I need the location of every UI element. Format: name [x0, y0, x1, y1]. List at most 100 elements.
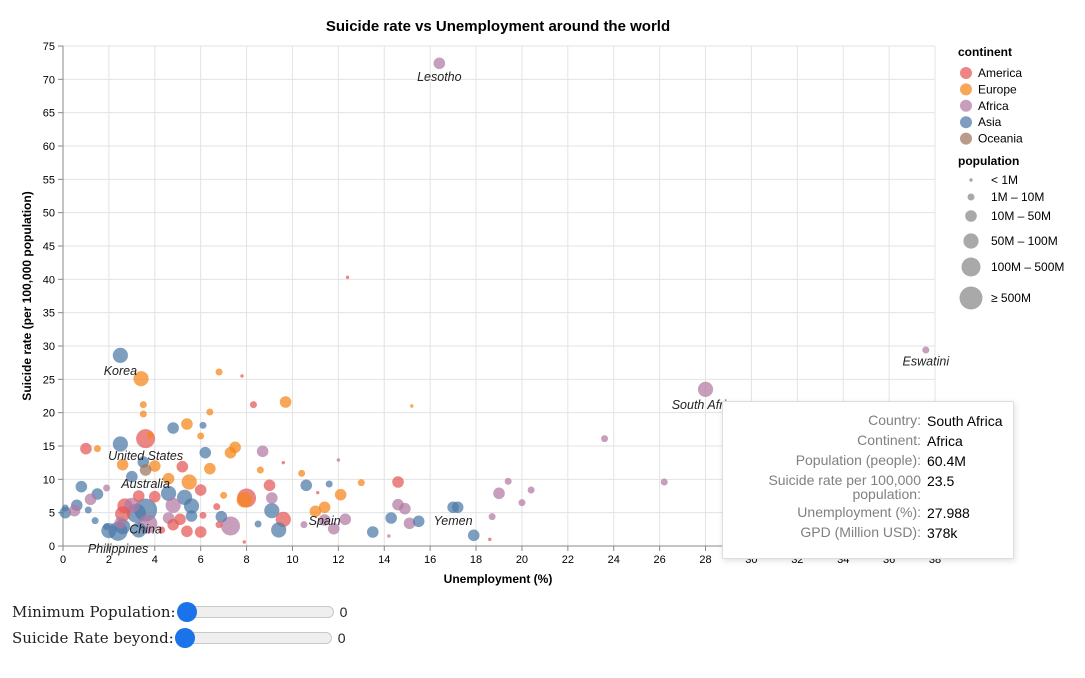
- point-label: Korea: [104, 364, 137, 378]
- y-tick-label: 10: [43, 474, 55, 486]
- tooltip-value: 60.4M: [927, 453, 966, 469]
- legend-size-label: < 1M: [991, 173, 1018, 187]
- data-point: [345, 275, 350, 280]
- data-point: [199, 421, 207, 429]
- legend-swatch-oceania: [960, 132, 972, 145]
- data-point: [176, 460, 189, 473]
- y-tick-label: 55: [43, 174, 55, 186]
- data-point: [385, 512, 397, 524]
- x-tick-label: 24: [608, 554, 620, 566]
- data-point: [139, 464, 152, 476]
- tooltip-row: Continent: Africa: [723, 432, 1003, 452]
- data-point: [126, 470, 138, 483]
- tooltip-row: GPD (Million USD): 378k: [723, 524, 1003, 544]
- data-point: [300, 521, 308, 529]
- data-point: [103, 523, 111, 531]
- legend-size-label: 10M – 50M: [991, 209, 1051, 223]
- data-point: [139, 401, 147, 409]
- legend-color-title: continent: [958, 45, 1012, 59]
- min-population-control: Minimum Population: 0: [12, 601, 347, 623]
- tooltip-key: GPD (Million USD):: [800, 524, 921, 540]
- data-point: [116, 458, 129, 471]
- legend-label-america: America: [978, 66, 1022, 80]
- point-label: Australia: [120, 477, 170, 491]
- data-point: [221, 516, 241, 536]
- data-point: [922, 346, 930, 354]
- suicide-rate-slider-thumb[interactable]: [174, 628, 195, 648]
- data-point: [392, 476, 404, 488]
- scatter-chart: Suicide rate vs Unemployment around the …: [20, 18, 1064, 586]
- y-tick-label: 15: [43, 441, 55, 453]
- y-tick-label: 25: [43, 374, 55, 386]
- y-tick-label: 40: [43, 274, 55, 286]
- data-point: [75, 480, 88, 493]
- data-point: [183, 498, 200, 514]
- tooltip-row: Unemployment (%): 27.988: [723, 504, 1003, 524]
- data-point: [194, 526, 207, 538]
- tooltip-value: 27.988: [927, 505, 970, 521]
- y-tick-label: 45: [43, 241, 55, 253]
- x-tick-label: 4: [152, 554, 158, 566]
- data-point: [181, 418, 193, 430]
- y-tick-label: 0: [49, 541, 55, 553]
- data-point: [68, 504, 81, 517]
- suicide-rate-label: Suicide Rate beyond:: [12, 629, 174, 647]
- data-point: [112, 436, 128, 452]
- data-point: [148, 460, 161, 472]
- data-point: [467, 529, 480, 542]
- point-label: China: [129, 523, 162, 537]
- data-point: [309, 505, 322, 518]
- legend-size-label: 1M – 10M: [991, 190, 1044, 204]
- min-population-slider[interactable]: [176, 602, 334, 622]
- data-point: [318, 501, 331, 514]
- legend-size-swatch: [967, 193, 975, 201]
- data-point: [327, 522, 340, 535]
- min-population-slider-thumb[interactable]: [176, 602, 197, 622]
- data-point: [132, 490, 145, 502]
- data-point: [316, 490, 320, 495]
- tooltip-row: Country: South Africa: [723, 412, 1003, 432]
- min-population-label: Minimum Population:: [12, 603, 176, 621]
- data-point: [410, 404, 414, 408]
- legend-size-label: 100M – 500M: [991, 260, 1064, 274]
- data-point: [399, 502, 411, 515]
- data-point: [366, 526, 379, 538]
- suicide-rate-value: 0: [337, 630, 346, 646]
- y-tick-label: 35: [43, 308, 55, 320]
- data-point: [240, 374, 244, 378]
- data-point: [114, 516, 127, 529]
- tooltip-row: Population (people): 60.4M: [723, 452, 1003, 472]
- legend-label-oceania: Oceania: [978, 132, 1023, 146]
- data-point: [264, 503, 280, 519]
- data-point: [334, 488, 347, 501]
- data-point: [325, 480, 333, 488]
- point-label: Philippines: [88, 542, 148, 556]
- data-point: [236, 492, 252, 508]
- data-point: [266, 492, 278, 504]
- suicide-rate-slider[interactable]: [174, 628, 332, 648]
- x-axis-label: Unemployment (%): [444, 572, 553, 586]
- x-tick-label: 16: [424, 554, 436, 566]
- data-point: [165, 497, 181, 513]
- data-point: [206, 408, 214, 416]
- data-point: [112, 347, 128, 363]
- data-point: [139, 410, 147, 418]
- legend-swatch-europe: [960, 83, 972, 96]
- data-point: [194, 484, 207, 496]
- x-tick-label: 28: [699, 554, 711, 566]
- tooltip-value: 23.5: [927, 473, 955, 489]
- data-point: [279, 396, 292, 408]
- data-point: [185, 510, 198, 522]
- tooltip-value: South Africa: [927, 413, 1003, 429]
- tooltip: Country: South Africa Continent: Africa Popu…: [722, 401, 1014, 559]
- data-point: [131, 522, 147, 538]
- point-label: Spain: [309, 514, 341, 528]
- y-tick-label: 30: [43, 341, 55, 353]
- data-point: [158, 526, 166, 534]
- data-point: [601, 435, 609, 443]
- x-tick-label: 18: [470, 554, 482, 566]
- tooltip-value: 378k: [927, 525, 958, 541]
- y-tick-label: 50: [43, 208, 55, 220]
- data-point: [199, 511, 207, 519]
